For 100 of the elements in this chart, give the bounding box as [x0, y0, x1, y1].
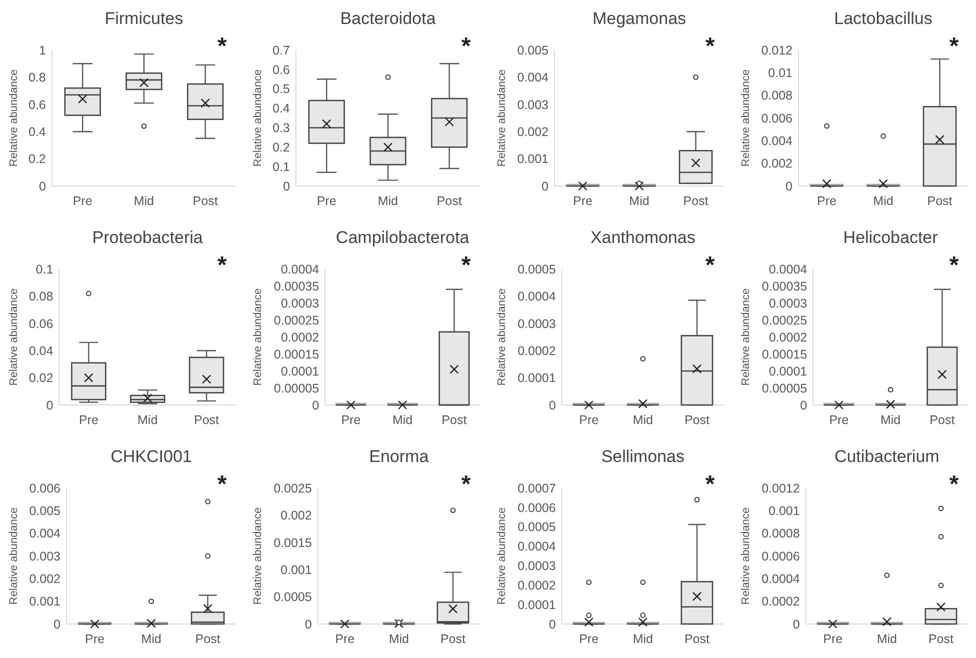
x-tick-label: Pre: [823, 632, 843, 646]
y-tick-label: 0.00005: [274, 381, 320, 396]
x-tick-label: Mid: [138, 413, 158, 427]
y-tick-label: 0.4: [28, 124, 46, 139]
y-tick-label: 0.1: [36, 262, 54, 276]
y-tick-label: 0.001: [280, 562, 312, 577]
chart-title: Bacteroidota: [340, 9, 436, 28]
y-tick-label: 0.3: [272, 121, 290, 136]
y-tick-label: 0: [46, 398, 54, 412]
x-tick-label: Pre: [341, 413, 361, 427]
annotation: *: [217, 252, 228, 279]
y-tick-label: 0.7: [272, 43, 290, 58]
x-tick-label: Pre: [72, 194, 92, 208]
x-tick-label: Pre: [85, 632, 105, 646]
x-tick-label: Post: [683, 194, 709, 208]
x-tick-label: Post: [928, 632, 954, 646]
x-tick-label: Post: [684, 632, 710, 646]
annotation: *: [461, 252, 472, 279]
x-tick-label: Post: [684, 413, 710, 427]
y-tick-label: 0.6: [28, 98, 46, 112]
x-tick-label: Pre: [579, 632, 599, 646]
y-axis-title: Relative abundance: [8, 69, 20, 167]
y-tick-label: 0.0007: [518, 481, 556, 496]
y-tick-label: 0: [304, 617, 312, 632]
y-tick-label: 0: [792, 617, 800, 632]
y-tick-label: 0.002: [29, 572, 61, 586]
chart-title: Cutibacterium: [834, 447, 940, 466]
y-tick-label: 0: [312, 398, 320, 412]
y-axis-title: Relative abundance: [252, 288, 264, 386]
y-tick-label: 0.06: [28, 316, 54, 331]
x-tick-label: Mid: [632, 413, 654, 427]
y-tick-label: 0.004: [761, 134, 793, 148]
y-tick-label: 0.0004: [280, 262, 320, 276]
y-tick-label: 0.005: [29, 504, 61, 518]
x-tick-label: Mid: [378, 194, 398, 208]
y-tick-label: 0.001: [29, 594, 61, 609]
y-axis-title: Relative abundance: [8, 288, 20, 386]
y-tick-label: 0.0002: [518, 344, 556, 358]
y-tick-label: 0.0002: [762, 594, 800, 609]
x-tick-label: Post: [927, 194, 953, 208]
y-tick-label: 0.012: [761, 43, 793, 58]
y-tick-label: 0.006: [761, 111, 793, 126]
y-tick-label: 0.0003: [518, 316, 556, 331]
y-tick-label: 0.002: [761, 156, 793, 171]
y-tick-label: 0.04: [28, 344, 54, 358]
annotation: *: [461, 33, 472, 60]
y-tick-label: 0.0005: [518, 262, 556, 276]
y-tick-label: 0.0003: [518, 559, 556, 574]
chart-title: CHKCI001: [110, 447, 192, 466]
y-axis-title: Relative abundance: [740, 507, 752, 605]
y-tick-label: 0.00015: [762, 347, 808, 362]
y-tick-label: 0.008: [761, 88, 793, 103]
y-tick-label: 0.2: [28, 152, 46, 166]
y-tick-label: 0: [800, 398, 808, 412]
annotation: *: [705, 33, 716, 60]
y-tick-label: 0.002: [280, 508, 312, 523]
chart-title: Campilobacterota: [336, 228, 470, 247]
y-axis-title: Relative abundance: [740, 288, 752, 386]
x-tick-label: Post: [436, 194, 462, 208]
y-tick-label: 0.0006: [518, 500, 556, 515]
chart-title: Firmicutes: [104, 9, 184, 28]
x-tick-label: Mid: [134, 194, 154, 208]
x-tick-label: Post: [194, 413, 220, 427]
y-axis-title: Relative abundance: [496, 288, 508, 386]
y-tick-label: 0.0008: [762, 526, 800, 541]
y-tick-label: 0.002: [517, 124, 549, 139]
y-tick-label: 0.08: [28, 290, 54, 304]
y-tick-label: 0.006: [29, 481, 61, 496]
x-tick-label: Pre: [78, 413, 98, 427]
x-tick-label: Mid: [141, 632, 162, 646]
y-tick-label: 0.00035: [274, 279, 320, 294]
y-tick-label: 0.00025: [274, 313, 320, 328]
y-tick-label: 0.0025: [274, 481, 312, 496]
x-tick-label: Mid: [632, 632, 654, 646]
y-tick-label: 0.0004: [762, 572, 800, 586]
y-tick-label: 0.003: [517, 98, 549, 112]
y-tick-label: 1: [38, 43, 46, 58]
annotation: *: [705, 471, 716, 498]
x-tick-label: Pre: [817, 194, 837, 208]
y-tick-label: 0.0006: [762, 549, 800, 564]
y-tick-label: 0.0001: [280, 364, 320, 378]
y-axis-title: Relative abundance: [740, 69, 752, 167]
y-tick-label: 0.00005: [762, 381, 808, 396]
y-tick-label: 0.0004: [768, 262, 808, 276]
x-tick-label: Mid: [392, 413, 413, 427]
y-tick-label: 0.0015: [274, 536, 312, 550]
y-tick-label: 0.0004: [518, 540, 556, 554]
chart-title: Proteobacteria: [92, 228, 204, 247]
y-tick-label: 0: [38, 179, 46, 194]
chart-title: Enorma: [369, 447, 430, 466]
y-tick-label: 0.0001: [518, 598, 556, 612]
y-axis-title: Relative abundance: [8, 507, 20, 605]
y-tick-label: 0.0001: [518, 371, 556, 386]
annotation: *: [949, 471, 960, 498]
y-tick-label: 0: [786, 179, 793, 194]
y-tick-label: 0.005: [517, 43, 549, 58]
chart-title: Helicobacter: [843, 228, 938, 247]
x-tick-label: Post: [930, 413, 956, 427]
annotation: *: [461, 471, 472, 498]
y-tick-label: 0: [542, 179, 549, 194]
